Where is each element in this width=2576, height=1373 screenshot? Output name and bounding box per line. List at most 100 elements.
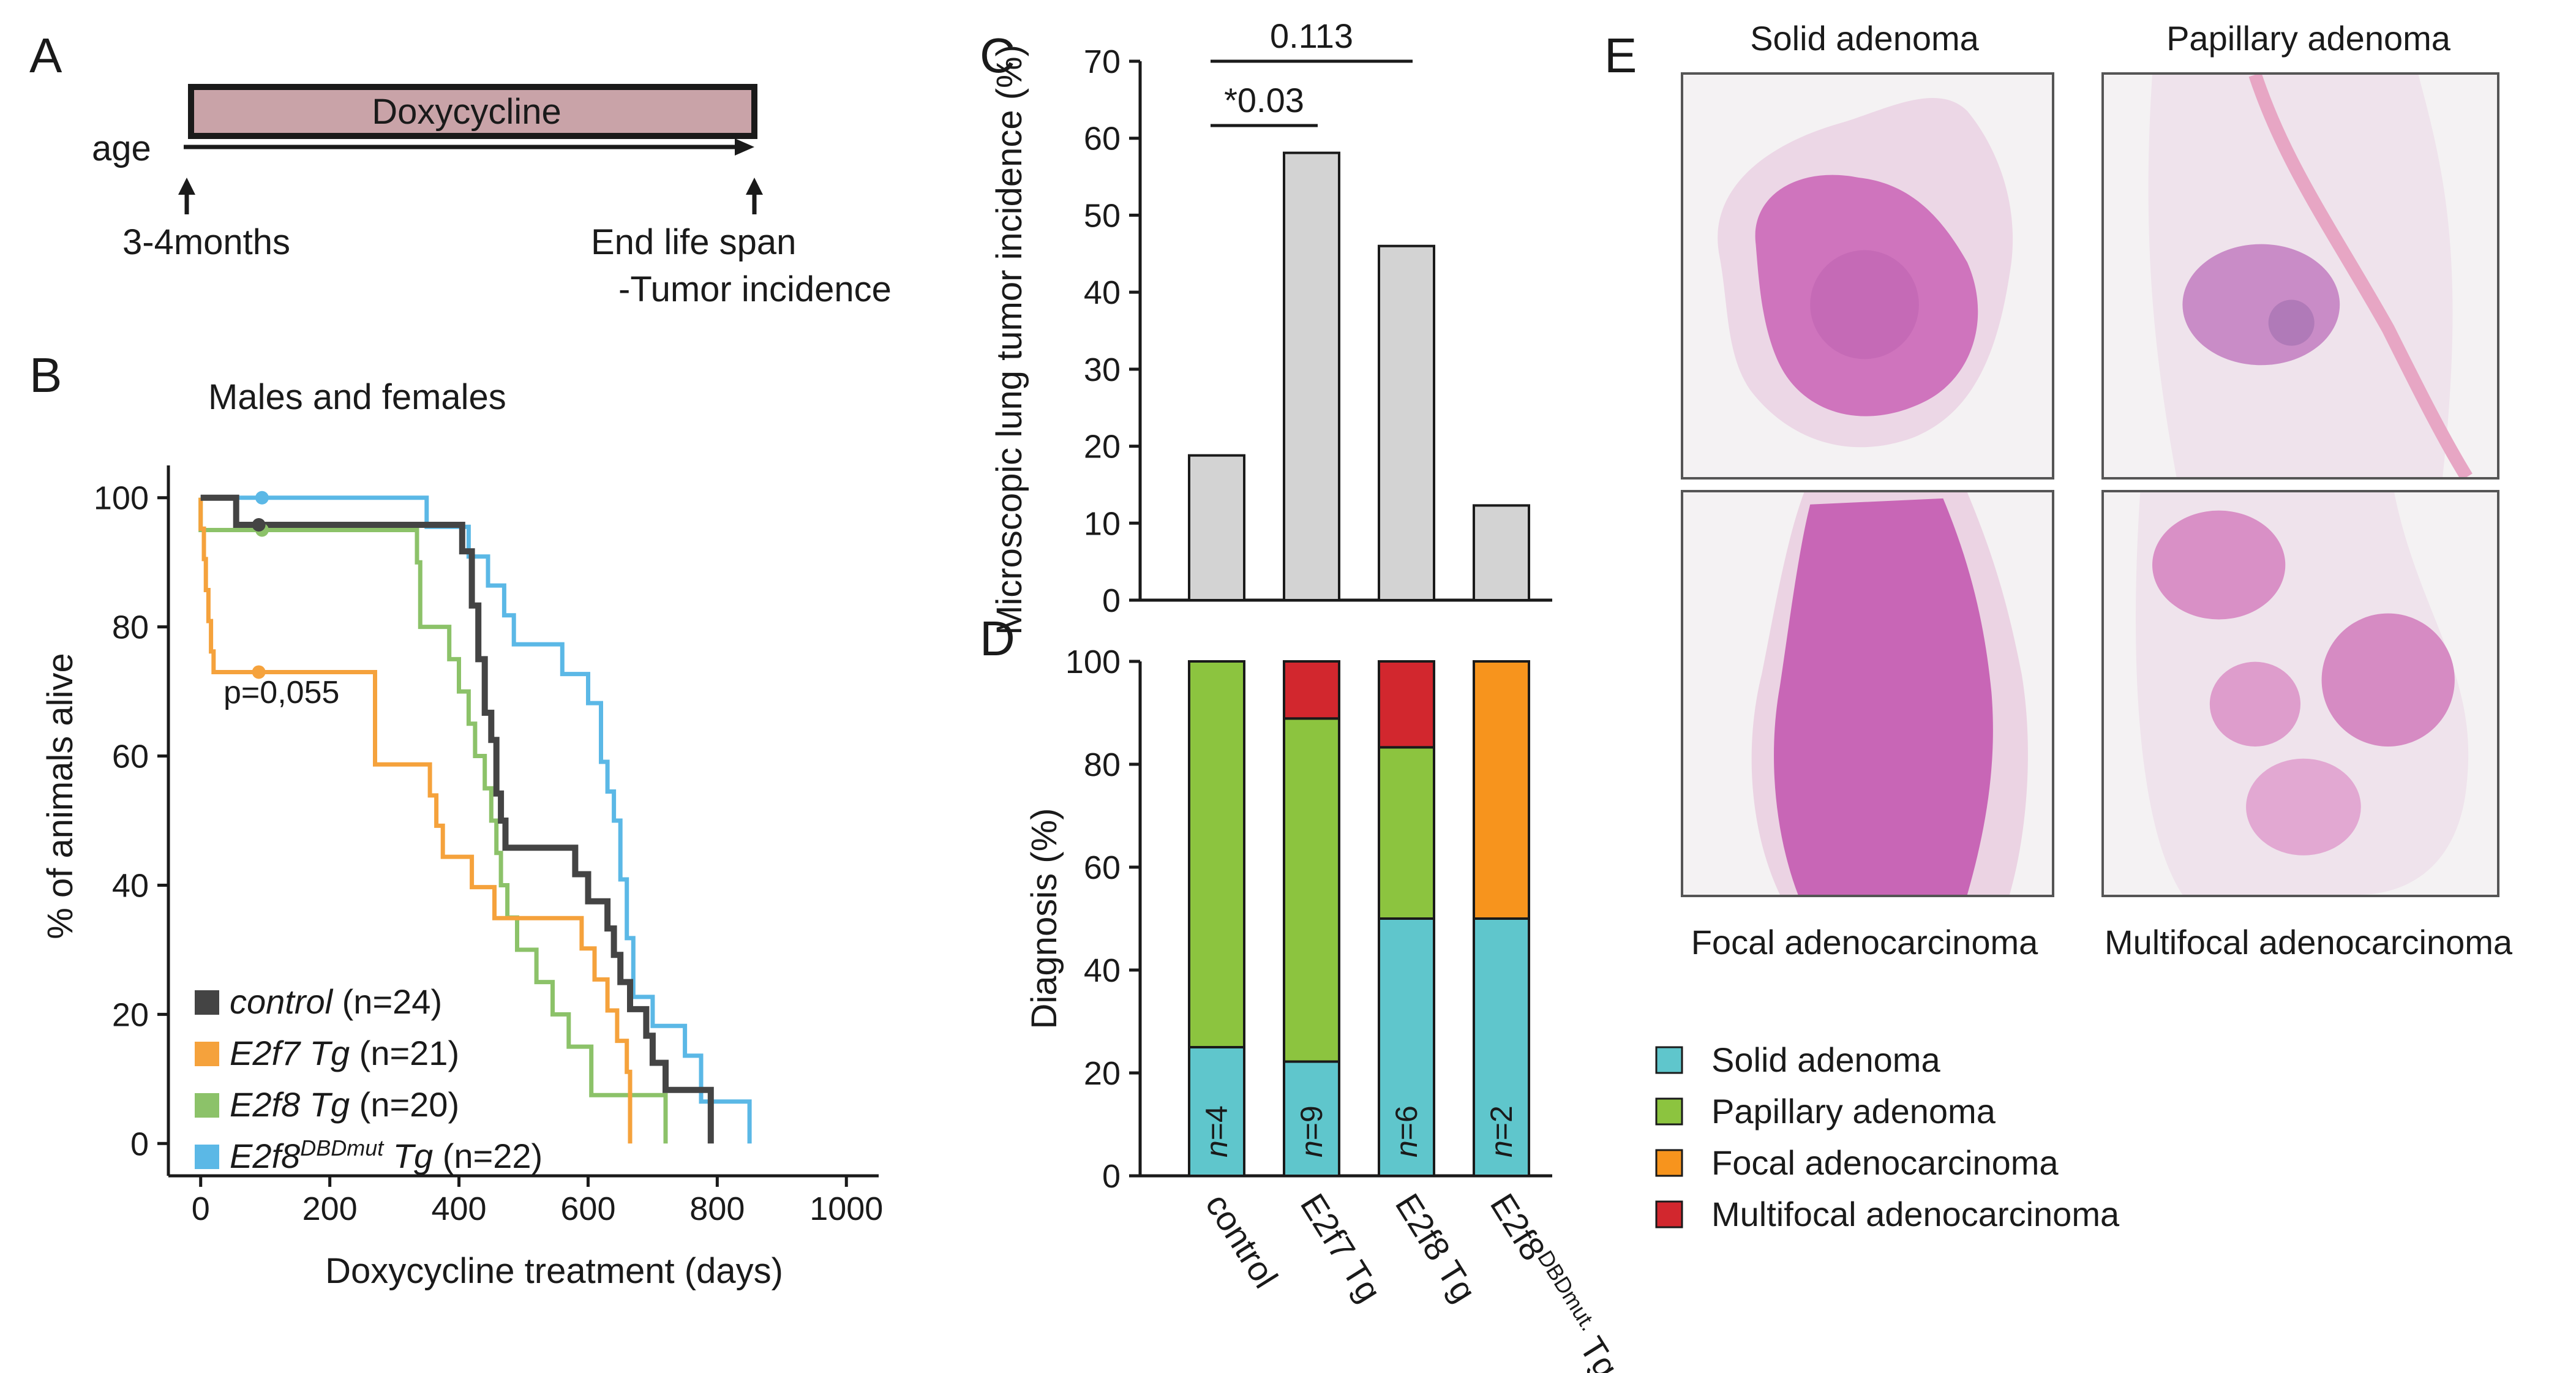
diagnosis-segment-solid-adenoma — [1283, 1060, 1340, 1178]
survival-x-tick-label: 600 — [560, 1191, 615, 1227]
legend-swatch-focal-adenocarcinoma — [1655, 1149, 1683, 1177]
incidence-y-tick-label: 10 — [1084, 505, 1121, 542]
doxycycline-bar — [188, 84, 757, 139]
diagnosis-n-label: n=9 — [1294, 1105, 1329, 1157]
diagnosis-segment-multifocal-adenocarcinoma — [1283, 660, 1340, 720]
survival-legend: control (n=24) E2f7 Tg (n=21) E2f8 Tg (n=2… — [195, 982, 543, 1175]
incidence-y-tick-label: 70 — [1084, 43, 1121, 80]
p-value-annotation: p=0,055 — [223, 675, 339, 710]
survival-curves — [198, 491, 752, 1144]
survival-curve-e2f7-tg — [198, 497, 633, 1144]
survival-x-axis-label: Doxycycline treatment (days) — [325, 1251, 783, 1291]
significance-p-value: *0.03 — [1224, 81, 1304, 119]
diagnosis-segment-focal-adenocarcinoma — [1473, 660, 1530, 920]
survival-y-tick-label: 80 — [112, 609, 149, 646]
start-arrow-head — [178, 178, 195, 195]
incidence-y-tick-label: 40 — [1084, 274, 1121, 311]
histology-image-solid-adenoma — [1681, 72, 2054, 480]
doxycycline-label: Doxycycline — [372, 92, 561, 132]
diagnosis-x-label-e2f8-tg: E2f8 Tg — [1388, 1187, 1484, 1309]
legend-swatch-solid-adenoma — [1655, 1046, 1683, 1074]
diagnosis-y-tick-label: 60 — [1084, 849, 1121, 886]
histology-image-multifocal-adenocarcinoma — [2101, 490, 2499, 897]
legend-swatch-multifocal-adenocarcinoma — [1655, 1200, 1683, 1228]
age-label: age — [92, 129, 151, 168]
diagnosis-y-tick-label: 0 — [1102, 1158, 1121, 1195]
censor-mark-control — [252, 518, 266, 532]
incidence-bar-e2f8dbdmut-tg — [1473, 504, 1530, 601]
survival-y-tick-label: 100 — [94, 480, 149, 517]
incidence-chart: Microscopic lung tumor incidence (%) 0 10… — [989, 17, 1552, 635]
incidence-y-axis-label: Microscopic lung tumor incidence (%) — [989, 45, 1029, 635]
survival-curve-control — [200, 494, 714, 1144]
histology-image-papillary-adenoma — [2101, 72, 2499, 480]
censor-mark-e2f7-tg — [252, 665, 266, 679]
diagnosis-legend: Solid adenoma Papillary adenoma Focal aden… — [1655, 1040, 2120, 1233]
diagnosis-y-tick-label: 80 — [1084, 747, 1121, 783]
panel-label-e: E — [1604, 28, 1637, 83]
incidence-y-tick-label: 20 — [1084, 429, 1121, 465]
survival-title: Males and females — [208, 377, 506, 417]
legend-label-solid-adenoma: Solid adenoma — [1711, 1040, 1940, 1079]
panel-label-c: C — [980, 28, 1015, 83]
legend-label-e2f8-tg: E2f8 Tg (n=20) — [230, 1085, 459, 1124]
incidence-bar-e2f8-tg — [1378, 244, 1435, 601]
survival-chart: Males and females % of animals alive Dox… — [40, 377, 883, 1291]
diagnosis-y-tick-label: 100 — [1065, 644, 1121, 680]
legend-label-multifocal-adenocarcinoma: Multifocal adenocarcinoma — [1711, 1195, 2120, 1233]
diagnosis-n-label: n=2 — [1484, 1105, 1519, 1157]
end-label-line1: End life span — [591, 222, 796, 262]
diagnosis-segment-solid-adenoma — [1473, 917, 1530, 1177]
histology-image-focal-adenocarcinoma — [1681, 490, 2054, 897]
survival-y-tick-label: 0 — [130, 1126, 149, 1162]
incidence-axes: 0 10 20 30 40 50 60 70 — [1084, 43, 1552, 619]
significance-brackets: *0.03 0.113 — [1211, 17, 1413, 127]
survival-curve-e2f8-tg — [198, 497, 668, 1144]
panel-label-d: D — [980, 611, 1015, 666]
end-label-line2: -Tumor incidence — [618, 269, 892, 309]
timeline-diagram: Doxycycline age 3-4months End life span … — [92, 84, 892, 309]
incidence-y-tick-label: 60 — [1084, 121, 1121, 157]
start-label: 3-4months — [122, 222, 290, 262]
diagnosis-segment-papillary-adenoma — [1378, 746, 1435, 920]
censor-mark-e2f8dbdmut-tg — [255, 491, 269, 505]
diagnosis-n-label: n=4 — [1200, 1105, 1234, 1157]
histology-title-solid-adenoma: Solid adenoma — [1750, 19, 1979, 58]
survival-y-tick-label: 20 — [112, 996, 149, 1033]
histology-title-papillary-adenoma: Papillary adenoma — [2166, 19, 2451, 58]
incidence-bar-control — [1188, 454, 1245, 602]
diagnosis-bars: n=4 n=9 n=6 n=2 — [1188, 660, 1530, 1178]
significance-p-value: 0.113 — [1270, 17, 1353, 55]
survival-x-tick-label: 0 — [192, 1191, 210, 1227]
diagnosis-n-label: n=6 — [1389, 1105, 1424, 1157]
legend-label-focal-adenocarcinoma: Focal adenocarcinoma — [1711, 1143, 2059, 1182]
panel-label-b: B — [29, 348, 62, 402]
survival-x-tick-label: 200 — [302, 1191, 358, 1227]
survival-x-tick-label: 1000 — [809, 1191, 883, 1227]
diagnosis-segment-solid-adenoma — [1188, 1046, 1245, 1177]
histology-title-multifocal-adenocarcinoma: Multifocal adenocarcinoma — [2105, 923, 2513, 961]
legend-swatch-control — [195, 990, 219, 1015]
survival-y-tick-label: 60 — [112, 739, 149, 775]
legend-swatch-e2f8-tg — [195, 1093, 219, 1118]
legend-swatch-papillary-adenoma — [1655, 1097, 1683, 1126]
legend-label-papillary-adenoma: Papillary adenoma — [1711, 1092, 1996, 1130]
end-arrow-head — [746, 178, 763, 195]
survival-y-tick-label: 40 — [112, 867, 149, 904]
panel-label-a: A — [29, 28, 62, 83]
incidence-y-tick-label: 50 — [1084, 197, 1121, 234]
legend-label-control: control (n=24) — [230, 982, 442, 1021]
diagnosis-segment-papillary-adenoma — [1188, 660, 1245, 1048]
diagnosis-segment-multifocal-adenocarcinoma — [1378, 660, 1435, 749]
legend-swatch-e2f7-tg — [195, 1042, 219, 1066]
survival-curve-e2f8dbdmut-tg — [200, 495, 752, 1144]
diagnosis-x-label-e2f8dbdmut-tg: E2f8DBDmut. Tg — [1483, 1186, 1628, 1373]
age-axis-arrowhead — [735, 138, 754, 156]
diagnosis-y-tick-label: 40 — [1084, 952, 1121, 989]
legend-label-e2f7-tg: E2f7 Tg (n=21) — [230, 1034, 459, 1072]
survival-x-tick-label: 400 — [431, 1191, 486, 1227]
legend-swatch-e2f8dbdmut-tg — [195, 1145, 219, 1169]
diagnosis-segment-solid-adenoma — [1378, 917, 1435, 1177]
